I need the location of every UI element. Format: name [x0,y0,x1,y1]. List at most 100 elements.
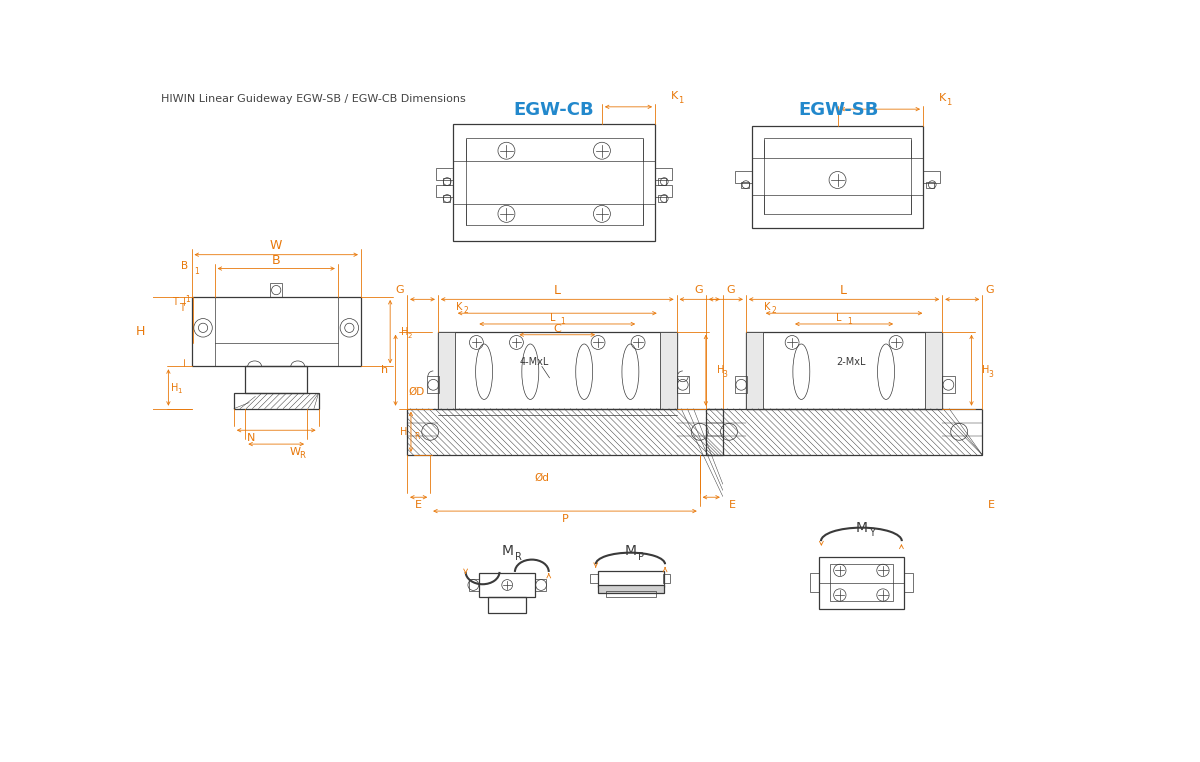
Bar [752,126,923,228]
Bar [407,408,722,455]
Text: W: W [290,447,301,456]
Text: 3: 3 [989,370,994,379]
Bar [942,376,954,393]
Text: EGW-SB: EGW-SB [798,101,878,119]
Bar [923,171,940,183]
Text: 1: 1 [560,317,565,326]
Text: 3: 3 [722,370,727,379]
Text: K: K [938,93,946,103]
Bar [466,138,643,226]
Text: 2: 2 [407,332,412,338]
Text: K: K [764,302,770,312]
Text: HIWIN Linear Guideway EGW-SB / EGW-CB Dimensions: HIWIN Linear Guideway EGW-SB / EGW-CB Di… [161,94,466,104]
Text: H: H [401,327,408,337]
Text: L: L [550,313,556,323]
Text: H: H [172,383,179,392]
Text: G: G [985,285,994,295]
Text: Y: Y [869,528,875,539]
Text: Ød: Ød [534,473,550,483]
Bar [454,123,655,241]
Bar [246,367,307,393]
Bar [437,184,454,197]
Bar [736,376,748,393]
Bar [438,331,677,408]
Text: W: W [270,239,282,252]
Text: G: G [694,285,703,295]
Text: 4-MxL: 4-MxL [520,357,548,367]
Bar [925,331,942,408]
Text: E: E [988,500,995,510]
Text: 2: 2 [463,306,468,315]
Text: L: L [840,283,847,296]
Text: M: M [624,544,636,558]
Text: 2-MxL: 2-MxL [836,357,866,367]
Bar [810,574,820,592]
Bar [443,195,450,202]
Bar [443,178,450,184]
Bar [742,181,749,187]
Bar [234,393,318,408]
Text: EGW-CB: EGW-CB [514,101,594,119]
Bar [488,597,527,613]
Text: R: R [414,432,420,441]
Text: ØD: ØD [408,387,425,397]
Bar [764,139,911,214]
Bar [662,575,671,584]
Text: B: B [181,261,188,271]
Text: 2: 2 [772,306,776,315]
Bar [270,283,282,297]
Text: 1: 1 [178,389,182,395]
Bar [437,168,454,180]
Text: 1: 1 [678,95,683,104]
Bar [746,331,942,408]
Text: G: G [395,285,404,295]
Text: C: C [553,324,562,334]
Text: R: R [515,552,522,562]
Bar [535,579,546,591]
Text: P: P [638,552,644,562]
Bar [480,573,535,597]
Bar [655,184,672,197]
Text: H: H [401,427,408,437]
Bar [736,171,752,183]
Text: 1: 1 [194,267,199,276]
Text: M: M [502,544,514,558]
Text: H: H [983,365,990,375]
Text: M: M [856,521,868,535]
Bar [590,575,598,584]
Text: L: L [553,283,560,296]
Bar [598,572,664,587]
Text: 1: 1 [847,317,852,326]
Text: E: E [728,500,736,510]
Text: L: L [836,313,842,323]
Text: B: B [272,255,281,267]
Bar [598,585,664,593]
Text: N: N [247,433,254,443]
Bar [677,376,689,393]
Text: K: K [456,302,463,312]
Bar [830,564,893,601]
Bar [658,178,666,184]
Bar [438,331,455,408]
Bar [706,408,983,455]
Text: 1: 1 [946,98,952,107]
Text: G: G [726,285,734,295]
Text: H: H [136,325,145,338]
Bar [655,168,672,180]
Bar [926,181,934,187]
Text: E: E [415,500,422,510]
Bar [192,297,361,367]
Bar [904,574,913,592]
Bar [469,579,480,591]
Text: H: H [716,365,724,375]
Text: h: h [380,365,388,375]
Text: K: K [671,91,678,101]
Text: T: T [180,303,185,313]
Bar [606,591,656,597]
Text: R: R [299,451,305,460]
Bar [658,195,666,202]
Bar [427,376,439,393]
Bar [660,331,677,408]
Text: T: T [172,296,178,306]
Text: P: P [562,514,569,523]
